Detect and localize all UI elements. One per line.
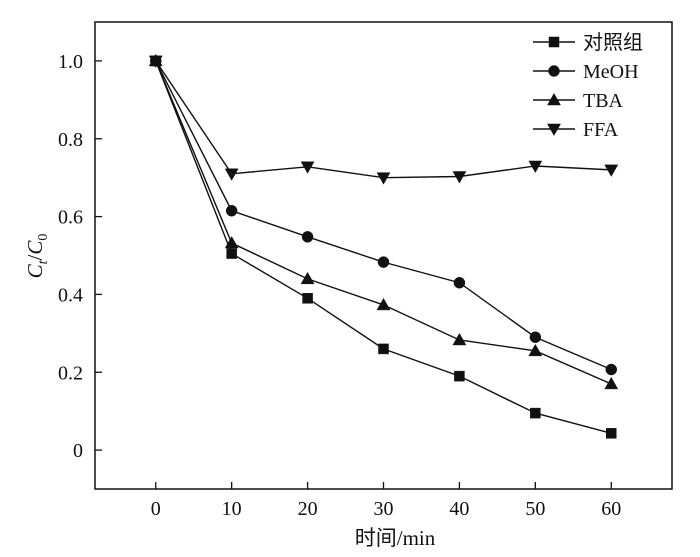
legend-label: TBA xyxy=(583,90,624,112)
data-point xyxy=(453,276,466,289)
legend-item: MeOH xyxy=(533,61,639,83)
y-axis: 0 0.2 0.4 0.6 0.8 1.0 xyxy=(58,51,102,462)
data-point xyxy=(376,172,391,185)
y-tick-label: 1.0 xyxy=(58,51,83,73)
x-tick-label: 10 xyxy=(222,498,242,520)
data-point xyxy=(604,376,619,390)
legend-marker xyxy=(548,65,560,77)
y-axis-title-main: C xyxy=(23,263,47,278)
legend-marker xyxy=(547,123,561,137)
data-point xyxy=(604,164,619,177)
data-point xyxy=(226,248,237,259)
y-tick-label: 0.6 xyxy=(58,207,83,229)
x-axis-title: 时间/min xyxy=(355,526,436,550)
series-0 xyxy=(150,55,617,439)
legend-item: TBA xyxy=(533,90,624,112)
legend-label: MeOH xyxy=(583,61,639,83)
series-line xyxy=(155,60,612,435)
data-point xyxy=(529,331,542,343)
legend-marker xyxy=(547,92,561,106)
legend-label: FFA xyxy=(583,119,619,141)
data-point xyxy=(377,256,390,268)
data-point xyxy=(454,370,465,382)
series-layer xyxy=(148,53,619,439)
legend-marker xyxy=(548,36,560,48)
x-tick-label: 30 xyxy=(374,498,394,520)
x-tick-label: 60 xyxy=(601,498,621,520)
data-point xyxy=(224,168,239,181)
data-point xyxy=(302,293,313,304)
data-point xyxy=(300,161,315,174)
data-point xyxy=(452,332,467,346)
legend-label: 对照组 xyxy=(583,31,643,54)
y-tick-label: 0.4 xyxy=(58,284,83,306)
series-1 xyxy=(149,55,618,376)
x-tick-label: 40 xyxy=(449,498,469,520)
y-axis-title-sub1: t xyxy=(36,259,51,264)
legend-item: 对照组 xyxy=(533,31,643,54)
data-point xyxy=(530,407,541,419)
series-2 xyxy=(148,53,619,390)
data-point xyxy=(148,55,163,68)
y-axis-title-main2: C xyxy=(23,240,47,255)
legend: 对照组 MeOH TBA FFA xyxy=(533,31,643,141)
data-point xyxy=(301,231,314,243)
data-point xyxy=(225,204,238,217)
data-point xyxy=(376,297,391,311)
series-3 xyxy=(148,55,619,185)
data-point xyxy=(528,343,543,357)
y-tick-label: 0.8 xyxy=(58,129,83,151)
data-point xyxy=(606,428,617,439)
x-tick-label: 20 xyxy=(298,498,318,520)
series-line xyxy=(155,60,612,371)
data-point xyxy=(300,271,315,285)
data-point xyxy=(452,171,467,184)
y-axis-title-sub2: 0 xyxy=(36,234,51,241)
data-point xyxy=(528,160,543,173)
x-axis: 0 10 20 30 40 50 60 xyxy=(151,482,621,520)
x-tick-label: 0 xyxy=(151,498,161,520)
y-tick-label: 0 xyxy=(73,440,83,462)
data-point xyxy=(224,236,239,249)
data-point xyxy=(605,363,618,376)
x-tick-label: 50 xyxy=(525,498,545,520)
y-axis-title-sep: / xyxy=(23,254,47,260)
y-tick-label: 0.2 xyxy=(58,362,83,384)
legend-item: FFA xyxy=(533,119,619,141)
data-point xyxy=(378,343,389,355)
series-line xyxy=(155,60,612,385)
y-axis-title: Ct/C0 xyxy=(23,234,51,279)
series-line xyxy=(155,60,612,179)
